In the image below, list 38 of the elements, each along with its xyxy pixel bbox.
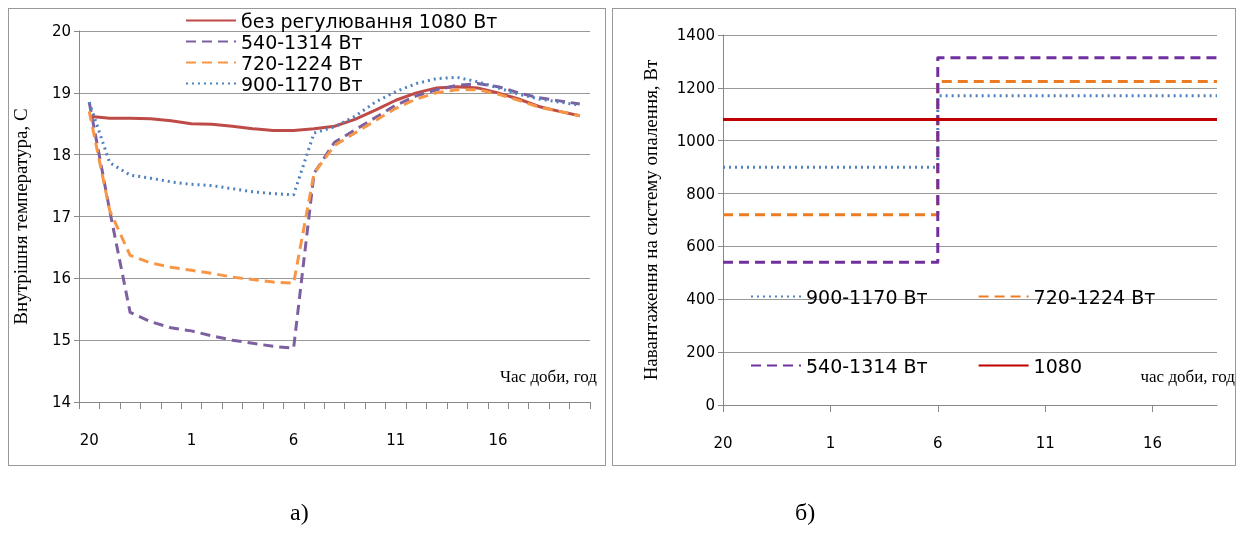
x-axis-title: час доби, год [1140,367,1236,386]
x-tick-label: 16 [488,430,508,449]
legend-label: 900-1170 Вт [806,285,928,308]
legend-label: 720-1224 Вт [241,51,363,74]
legend-label: 720-1224 Вт [1033,285,1156,308]
legend-label: 900-1170 Вт [241,72,363,95]
y-tick-label: 1400 [676,26,715,44]
y-tick-label: 15 [51,331,71,350]
x-tick-label: 1 [186,430,197,449]
x-tick-label: 11 [1035,433,1055,452]
text: б) [795,499,816,525]
x-tick-label: 16 [1143,433,1163,452]
y-tick-label: 14 [51,393,71,411]
y-tick-label: 0 [705,396,715,414]
y-tick-label: 20 [51,22,71,40]
y-tick-label: 1000 [676,131,715,150]
text: а) [290,499,309,525]
x-tick-label: 6 [288,430,299,449]
legend-label: 1080 [1033,354,1082,377]
x-tick-label: 6 [933,433,943,452]
legend-label: 540-1314 Вт [806,354,928,377]
x-tick-label: 20 [79,430,99,449]
y-tick-label: 1200 [676,78,715,97]
x-tick-label: 20 [713,433,733,452]
y-tick-label: 16 [51,269,71,288]
y-tick-label: 600 [686,237,715,256]
x-axis-title: Час доби, год [500,367,598,386]
y-tick-label: 400 [686,290,715,309]
y-tick-label: 800 [686,184,715,203]
y-tick-label: 200 [686,343,715,362]
y-axis-title: Навантаження на систему опалення, Вт [639,58,661,381]
legend-label: без регулювання 1080 Вт [241,9,498,32]
y-tick-label: 17 [51,207,71,226]
x-tick-label: 11 [386,430,406,449]
y-axis-title: Внутрішня температура, С [9,108,31,325]
y-tick-label: 19 [51,83,71,102]
y-tick-label: 18 [51,145,71,164]
x-tick-label: 1 [825,433,836,452]
